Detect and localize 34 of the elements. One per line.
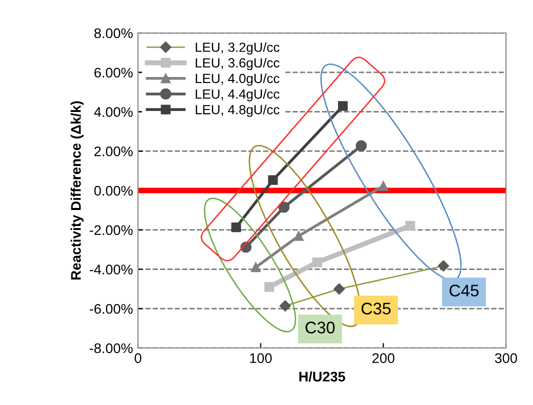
legend-label: LEU, 3.2gU/cc <box>196 42 280 55</box>
legend-label: LEU, 4.4gU/cc <box>196 89 280 102</box>
legend-label: LEU, 4.8gU/cc <box>196 104 280 117</box>
y-tick-label: 8.00% <box>94 28 133 38</box>
point <box>338 101 348 111</box>
point <box>405 220 416 231</box>
y-tick-label: 2.00% <box>94 146 133 156</box>
x-axis-title: H/U235 <box>299 371 346 382</box>
point <box>231 222 241 232</box>
x-tick-label: 300 <box>494 353 518 364</box>
legend-label: LEU, 4.0gU/cc <box>196 73 280 86</box>
point <box>268 175 278 185</box>
y-tick-label: -2.00% <box>90 225 133 236</box>
point <box>278 202 290 213</box>
y-tick-label: -8.00% <box>90 343 133 354</box>
x-tick-label: 0 <box>134 353 142 364</box>
y-tick-label: 6.00% <box>94 68 133 78</box>
y-tick-label: -4.00% <box>90 264 133 274</box>
point <box>378 181 388 191</box>
y-axis-title: Reactivity Difference (Δk/k) <box>70 101 84 280</box>
legend-label: LEU, 3.6gU/cc <box>196 58 280 70</box>
annotation: C35 <box>362 302 391 314</box>
point <box>250 262 261 272</box>
point <box>294 231 304 241</box>
point <box>312 258 322 268</box>
y-tick-label: 0.00% <box>94 186 133 196</box>
point <box>356 140 367 152</box>
x-tick-label: 200 <box>372 353 394 364</box>
point <box>264 282 274 292</box>
y-tick-label: -6.00% <box>90 304 133 314</box>
y-tick-label: 4.00% <box>94 107 133 117</box>
annotation: C45 <box>450 284 479 296</box>
x-tick-label: 100 <box>250 353 272 364</box>
annotation: C30 <box>306 322 335 334</box>
